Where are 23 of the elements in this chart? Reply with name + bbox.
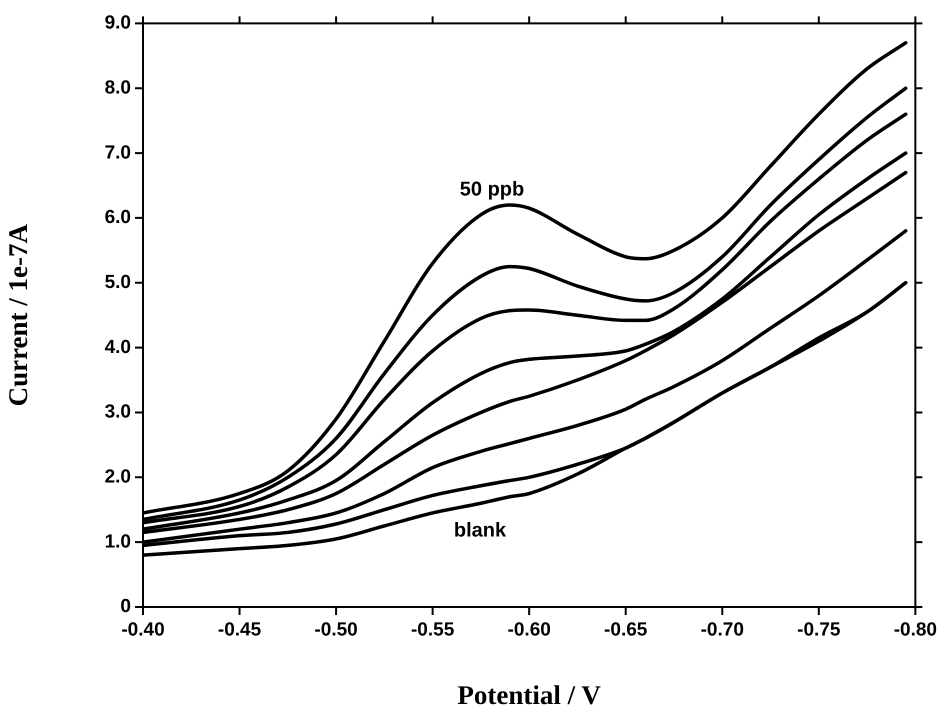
x-tick-label: -0.75	[797, 620, 841, 641]
y-tick-label: 0	[120, 596, 131, 618]
x-tick-label: -0.65	[604, 620, 648, 641]
x-tick-label: -0.60	[508, 620, 551, 641]
y-tick-label: 4.0	[104, 336, 131, 358]
y-tick-label: 6.0	[104, 207, 131, 228]
x-tick-label: -0.40	[121, 620, 165, 641]
y-tick-label: 5.0	[104, 272, 131, 294]
x-tick-label: -0.70	[700, 620, 744, 641]
x-tick-label: -0.80	[894, 620, 938, 641]
x-tick-label: -0.45	[218, 620, 262, 641]
y-tick-label: 8.0	[104, 77, 131, 98]
y-tick-label: 1.0	[104, 531, 131, 552]
y-tick-label: 7.0	[104, 142, 131, 164]
y-axis-title: Current / 1e-7A	[3, 223, 34, 406]
y-tick-label: 3.0	[104, 402, 131, 423]
x-axis-title: Potential / V	[457, 680, 602, 710]
x-tick-label: -0.50	[314, 620, 358, 641]
y-tick-label: 2.0	[104, 466, 131, 488]
annotation: 50 ppb	[460, 178, 524, 201]
x-tick-label: -0.55	[410, 620, 455, 641]
annotation: blank	[454, 520, 507, 542]
y-tick-label: 9.0	[104, 12, 131, 34]
